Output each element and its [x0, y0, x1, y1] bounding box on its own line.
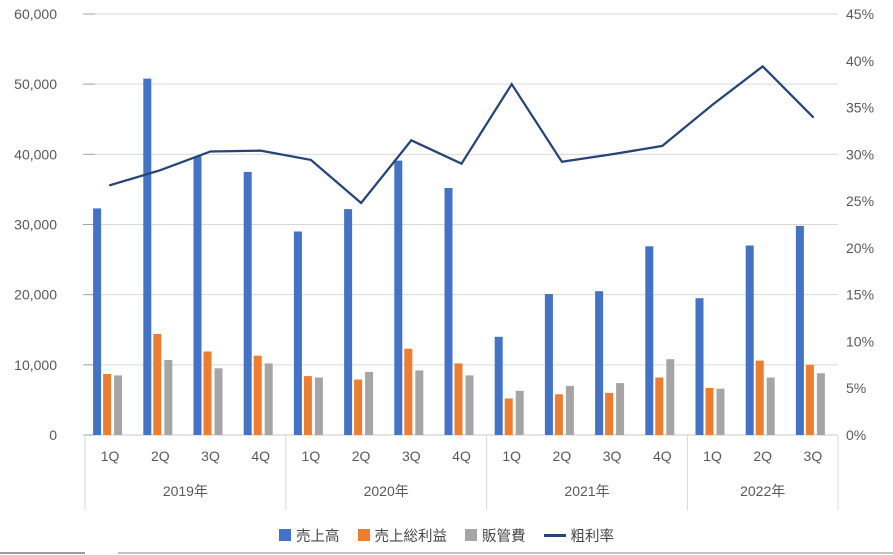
legend-item-gross-profit[interactable]: 売上総利益	[357, 525, 448, 546]
y-axis-left-tick-label: 40,000	[14, 146, 57, 162]
bar-revenue	[795, 225, 804, 435]
bar-gross-profit	[805, 364, 814, 435]
quarter-label: 2Q	[352, 448, 371, 464]
y-axis-left-tick-label: 20,000	[14, 287, 57, 303]
bar-sga	[214, 368, 223, 435]
bar-revenue	[494, 336, 503, 435]
bar-sga	[314, 377, 323, 435]
quarter-label: 4Q	[251, 448, 270, 464]
bar-revenue	[293, 231, 302, 435]
bar-revenue	[695, 298, 704, 435]
quarter-label: 4Q	[653, 448, 672, 464]
legend-swatch-revenue-icon	[279, 529, 291, 541]
bar-sga	[816, 373, 825, 435]
bar-sga	[415, 370, 424, 435]
legend-label-revenue: 売上高	[296, 528, 340, 545]
quarter-label: 3Q	[804, 448, 823, 464]
bar-revenue	[93, 208, 102, 435]
bar-sga	[716, 388, 725, 435]
bar-sga	[515, 390, 524, 435]
gross-margin-line	[108, 64, 815, 205]
quarter-label: 1Q	[703, 448, 722, 464]
bar-revenue	[444, 188, 453, 435]
bar-revenue	[595, 291, 604, 435]
bar-revenue	[645, 246, 654, 435]
legend-label-gross-margin: 粗利率	[570, 528, 615, 545]
bar-gross-profit	[303, 376, 312, 435]
quarter-label: 1Q	[302, 448, 321, 464]
y-axis-right-tick-label: 40%	[846, 53, 874, 69]
quarter-label: 3Q	[402, 448, 421, 464]
quarter-label: 2Q	[151, 448, 170, 464]
bar-sga	[114, 375, 123, 435]
y-axis-left-tick-label: 60,000	[14, 6, 57, 22]
y-axis-right-tick-label: 5%	[846, 380, 866, 396]
bar-revenue	[193, 156, 202, 435]
bar-gross-profit	[705, 388, 714, 435]
y-axis-right-tick-label: 35%	[846, 100, 874, 116]
quarter-label: 2Q	[553, 448, 572, 464]
y-axis-left-tick-label: 10,000	[14, 357, 57, 373]
legend-swatch-sga-icon	[465, 529, 477, 541]
quarter-label: 3Q	[201, 448, 220, 464]
bar-revenue	[394, 160, 403, 435]
bar-gross-profit	[354, 379, 363, 435]
bar-gross-profit	[655, 377, 664, 435]
quarter-label: 1Q	[502, 448, 521, 464]
legend-swatch-gross-margin-line-icon	[543, 533, 566, 537]
y-axis-right-tick-label: 20%	[846, 240, 874, 256]
bar-sga	[465, 375, 474, 435]
legend-item-revenue[interactable]: 売上高	[279, 525, 340, 546]
bar-sga	[264, 363, 273, 435]
year-label: 2021年	[564, 483, 609, 499]
y-axis-right-tick-label: 10%	[846, 333, 874, 349]
bar-revenue	[544, 294, 553, 435]
bar-sga	[365, 371, 374, 435]
bar-gross-profit	[454, 363, 463, 435]
worksheet-gridline-main	[118, 552, 893, 554]
bar-gross-profit	[755, 360, 764, 435]
bar-gross-profit	[554, 394, 563, 435]
y-axis-right-tick-label: 0%	[846, 427, 866, 443]
bar-sga	[616, 383, 625, 435]
y-axis-right-tick-label: 25%	[846, 193, 874, 209]
worksheet-gridline-left	[0, 552, 85, 554]
y-axis-right-tick-label: 15%	[846, 287, 874, 303]
bar-gross-profit	[605, 392, 614, 435]
year-label: 2019年	[163, 483, 208, 499]
quarter-label: 4Q	[452, 448, 471, 464]
quarter-label: 3Q	[603, 448, 622, 464]
bar-sga	[164, 359, 173, 435]
quarter-label: 2Q	[753, 448, 772, 464]
legend-label-sga: 販管費	[482, 528, 526, 545]
y-axis-right-tick-label: 30%	[846, 146, 874, 162]
legend-item-gross-margin[interactable]: 粗利率	[543, 525, 615, 546]
year-label: 2020年	[364, 483, 409, 499]
bar-gross-profit	[253, 355, 262, 435]
bar-sga	[565, 385, 574, 435]
bar-gross-profit	[404, 348, 413, 435]
y-axis-left-tick-label: 0	[49, 427, 57, 443]
legend-label-gross-profit: 売上総利益	[374, 528, 448, 545]
bar-gross-profit	[504, 398, 513, 435]
y-axis-left-tick-label: 50,000	[14, 76, 57, 92]
legend-swatch-gross-profit-icon	[357, 529, 370, 541]
legend: 売上高 売上総利益 販管費 粗利率	[0, 523, 893, 547]
quarter-label: 1Q	[101, 448, 120, 464]
bar-gross-profit	[203, 351, 212, 435]
y-axis-right-tick-label: 45%	[846, 6, 874, 22]
y-axis-left-tick-label: 30,000	[14, 217, 57, 233]
bar-sga	[766, 377, 775, 435]
bar-revenue	[143, 78, 152, 435]
bar-sga	[666, 359, 675, 435]
bar-revenue	[344, 209, 353, 435]
bar-gross-profit	[153, 334, 162, 435]
bar-revenue	[243, 171, 252, 435]
year-label: 2022年	[740, 483, 785, 499]
bar-revenue	[745, 245, 754, 435]
bar-gross-profit	[103, 374, 112, 435]
legend-item-sga[interactable]: 販管費	[465, 525, 526, 546]
